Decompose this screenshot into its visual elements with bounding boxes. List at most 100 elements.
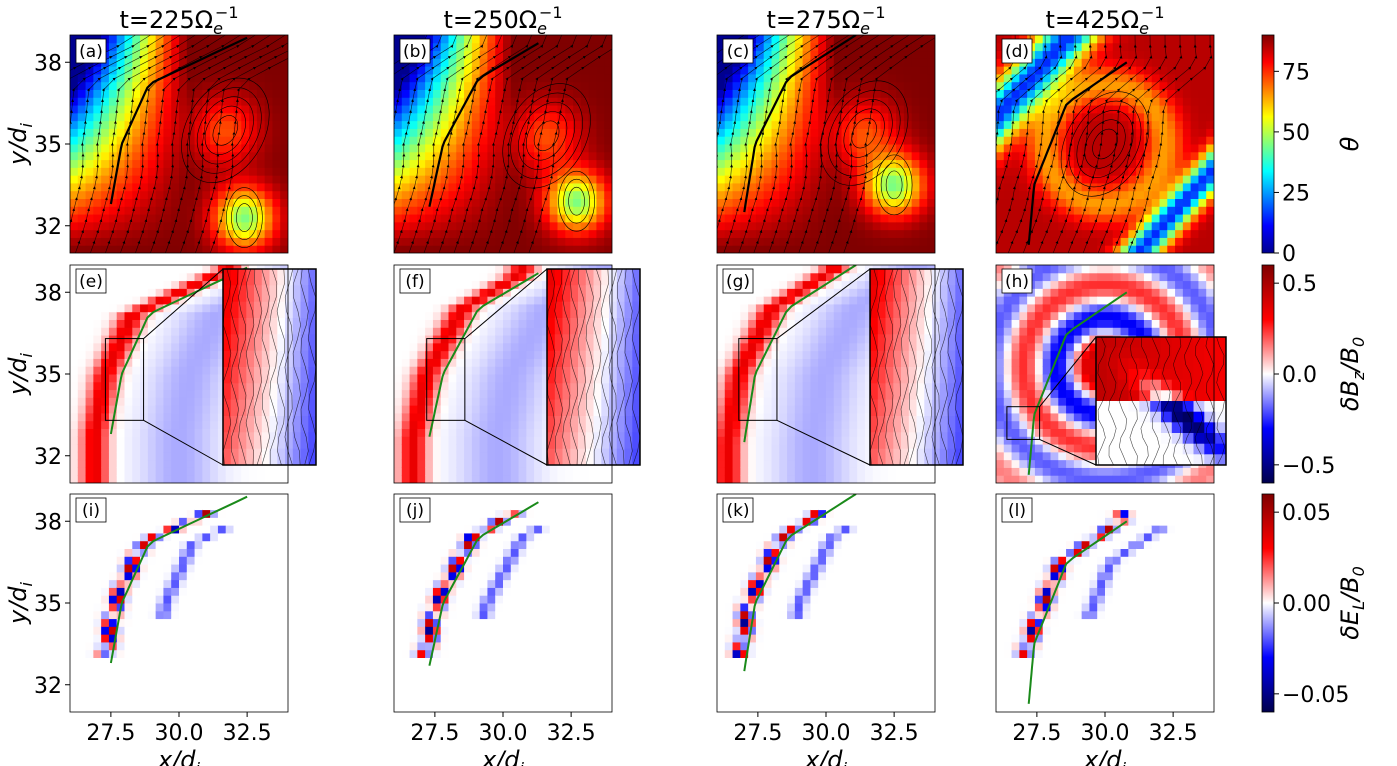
x-tick-label: 30.0 — [1081, 721, 1130, 746]
colorbar-tick-label: 75 — [1282, 60, 1310, 85]
inset-connector — [143, 268, 224, 339]
x-tick-label: 27.5 — [410, 721, 459, 746]
inset-contour — [223, 269, 232, 465]
y-axis: 32 35 38 y/di — [4, 281, 70, 470]
vortex-streamline — [875, 154, 913, 216]
inset-frame — [222, 268, 317, 466]
inset-connector — [1039, 336, 1097, 408]
y-tick-label: 38 — [34, 281, 62, 306]
field-line — [428, 42, 539, 207]
y-tick-label: 38 — [34, 51, 62, 76]
panel-label-box — [1001, 38, 1033, 64]
panel-c: (c) — [716, 34, 936, 254]
vortex-streamline — [880, 162, 908, 208]
panel-label: (l) — [1008, 501, 1026, 521]
colorbar-gradient — [1261, 493, 1275, 713]
y-tick-label: 35 — [34, 133, 62, 158]
inset-contour — [939, 269, 948, 465]
inset-contour — [870, 269, 879, 465]
x-tick-label: 32.5 — [1149, 721, 1198, 746]
inset-contour — [1172, 337, 1182, 465]
vortex-streamline — [533, 120, 560, 152]
y-tick-label: 32 — [34, 445, 62, 470]
inset-frame — [546, 268, 641, 466]
streamlines — [70, 35, 288, 253]
inset-contour — [261, 269, 270, 465]
y-axis-label: y/di — [4, 352, 36, 396]
inset-source-box — [1006, 406, 1041, 440]
vortex-streamline — [558, 170, 595, 232]
column-title: t=225Ωe−1 — [119, 3, 238, 38]
panel-frame — [393, 34, 613, 254]
panel-h: (h) — [995, 264, 1227, 484]
panel-label: (c) — [727, 42, 750, 62]
y-tick-label: 35 — [34, 592, 62, 617]
panel-label: (j) — [406, 501, 424, 521]
vortex-streamline — [568, 186, 585, 216]
field-line — [1027, 520, 1128, 704]
x-tick-label: 27.5 — [1012, 721, 1061, 746]
inset-frame — [1095, 336, 1227, 466]
inset-contour — [1118, 337, 1128, 465]
inset-contour — [1194, 337, 1204, 465]
field-line — [109, 266, 248, 435]
panel-label: (g) — [726, 272, 750, 292]
vortex-streamline — [181, 77, 270, 183]
field-line — [109, 36, 248, 205]
x-tick-label: 32.5 — [223, 721, 272, 746]
colorbar-label: δBz/B0 — [1336, 337, 1368, 411]
inset-contour — [916, 269, 925, 465]
colorbar-tick-label: 25 — [1282, 181, 1310, 206]
streamlines — [717, 35, 935, 253]
panel-frame — [995, 264, 1215, 484]
y-tick-label: 32 — [34, 215, 62, 240]
panel-frame — [393, 264, 613, 484]
inset-connector — [464, 268, 548, 339]
zoom-inset — [222, 268, 317, 466]
heatmap-field — [70, 494, 288, 712]
column-title: t=425Ωe−1 — [1045, 3, 1164, 38]
zoom-inset — [1095, 336, 1227, 466]
panel-label: (e) — [79, 272, 103, 292]
vortex-streamline — [231, 195, 258, 240]
zoom-inset — [869, 268, 964, 466]
panel-label: (i) — [82, 501, 100, 521]
x-tick-label: 30.0 — [479, 721, 528, 746]
inset-contour — [608, 269, 618, 465]
vortex-streamline — [212, 115, 239, 146]
x-axis-label: x/di — [804, 746, 848, 766]
vortex-streamline — [518, 101, 576, 170]
x-axis-label: x/di — [481, 746, 525, 766]
inset-contour — [238, 269, 247, 465]
inset-contour — [923, 269, 933, 465]
vortex-streamline — [885, 170, 903, 200]
colorbar-tick-label: 0.05 — [1282, 501, 1331, 526]
inset-contour — [1216, 337, 1225, 465]
panel-a: (a) 32 35 38 y/di — [4, 34, 289, 254]
vortex-streamline — [843, 108, 885, 158]
panel-label: (h) — [1005, 272, 1029, 292]
inset-contour — [276, 269, 286, 465]
inset-connector — [464, 419, 548, 466]
colorbar-tick-label: 0 — [1282, 242, 1296, 267]
vortex-streamline — [226, 187, 263, 248]
panel-label: (b) — [403, 42, 427, 62]
colorbar-dEL: 0.05 0.00 −0.05 δEL/B0 — [1261, 493, 1368, 713]
panel-frame — [716, 264, 936, 484]
x-axis: 27.5 30.0 32.5 x/di — [86, 712, 272, 766]
inset-contour — [292, 269, 301, 465]
panel-label-box — [722, 497, 754, 523]
colorbar-label: δEL/B0 — [1336, 566, 1368, 640]
x-tick-label: 32.5 — [547, 721, 596, 746]
vortex-streamline — [236, 203, 253, 232]
streamline — [210, 45, 288, 253]
y-tick-label: 32 — [34, 674, 62, 699]
inset-contour — [230, 269, 239, 465]
colorbar-tick-label: 0.0 — [1282, 363, 1317, 388]
vortex-streamline — [510, 92, 583, 180]
inset-contour — [577, 269, 587, 465]
inset-contour — [1151, 337, 1160, 465]
panel-label-box — [1001, 268, 1033, 294]
colorbar-theta: 0 25 50 75 θ — [1261, 34, 1364, 267]
panel-label-box — [75, 268, 107, 294]
